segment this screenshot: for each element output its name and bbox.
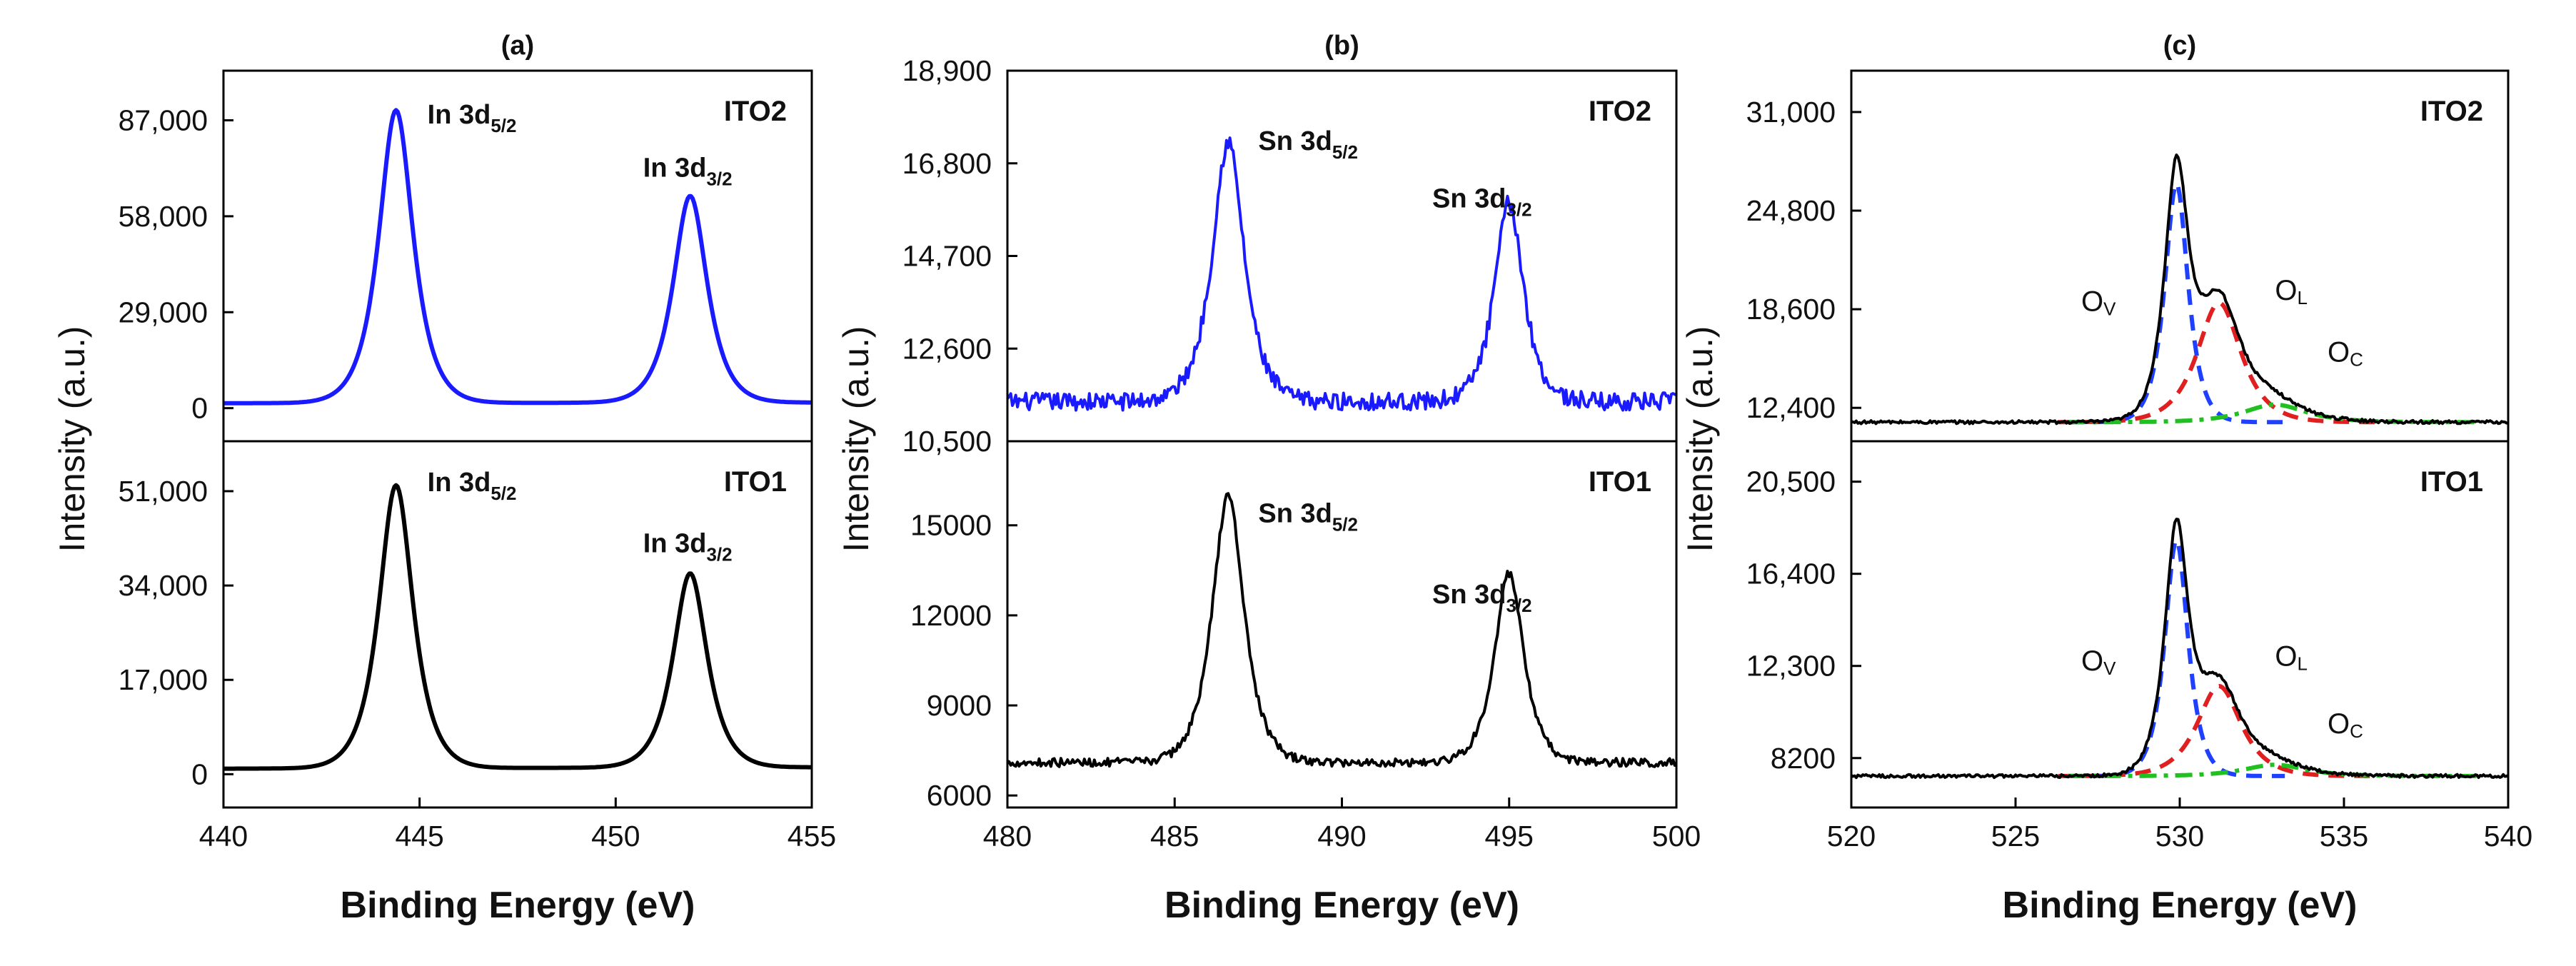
series-line-ito1 xyxy=(1007,492,1678,768)
y-tick-label: 58,000 xyxy=(119,200,208,233)
panel-letter: (a) xyxy=(501,31,534,61)
plot-frame xyxy=(222,69,813,809)
series-line-ito1 xyxy=(1850,518,2509,780)
y-tick-label: 12000 xyxy=(910,599,992,632)
peak-annotation: OC xyxy=(2328,708,2363,742)
sample-label: ITO1 xyxy=(2420,466,2483,498)
y-tick-label: 12,600 xyxy=(902,332,992,365)
peak-annotation: OL xyxy=(2275,275,2308,308)
subplot-ito1: 8200 12,300 16,400 20,500 ITO1 OV OL OC xyxy=(1746,466,2509,780)
y-tick-label: 51,000 xyxy=(119,475,208,508)
x-tick-label: 440 xyxy=(199,820,248,852)
x-axis-label: Binding Energy (eV) xyxy=(341,885,695,926)
y-tick-label: 20,500 xyxy=(1746,466,1836,498)
x-tick-label: 455 xyxy=(788,820,836,852)
y-tick-label: 16,800 xyxy=(902,147,992,180)
x-tick-label: 450 xyxy=(591,820,640,852)
y-tick-label: 17,000 xyxy=(119,663,208,696)
plot-frame xyxy=(1850,69,2510,809)
peak-annotation: In 3d3/2 xyxy=(643,153,733,189)
peak-annotation: OC xyxy=(2328,337,2363,371)
y-tick-label: 6000 xyxy=(927,779,992,812)
panel-c: (c) Binding Energy (eV) Intensity (a.u.) 52… xyxy=(1680,31,2532,926)
sample-label: ITO2 xyxy=(724,96,787,127)
y-tick-label: 18,900 xyxy=(902,54,992,87)
sample-label: ITO1 xyxy=(724,466,787,498)
y-tick-label: 0 xyxy=(191,392,208,425)
series-line-ito2 xyxy=(1006,136,1677,412)
y-tick-label: 34,000 xyxy=(119,569,208,602)
x-tick-label: 540 xyxy=(2484,820,2532,852)
x-tick-label: 500 xyxy=(1652,820,1701,852)
subplot-ito2: 0 29,000 58,000 87,000 ITO2 In 3d5/2 In 3d3/2 xyxy=(119,96,812,425)
sample-label: ITO1 xyxy=(1589,466,1651,498)
y-tick-label: 12,300 xyxy=(1746,650,1836,683)
sample-label: ITO2 xyxy=(2420,96,2483,127)
peak-annotation: Sn 3d5/2 xyxy=(1258,126,1358,163)
y-tick-label: 87,000 xyxy=(119,104,208,137)
x-tick-label: 480 xyxy=(983,820,1032,852)
x-tick-label: 520 xyxy=(1827,820,1876,852)
y-tick-label: 24,800 xyxy=(1746,194,1836,227)
peak-annotation: Sn 3d3/2 xyxy=(1432,184,1532,221)
series-line-ito1 xyxy=(223,483,812,771)
y-tick-label: 9000 xyxy=(927,689,992,722)
x-tick-label: 535 xyxy=(2320,820,2368,852)
x-tick-label: 525 xyxy=(1991,820,2040,852)
y-axis-label: Intensity (a.u.) xyxy=(1680,326,1720,553)
series-line-ito2 xyxy=(223,108,812,406)
y-axis-label: Intensity (a.u.) xyxy=(836,326,876,553)
subplot-ito1: 6000 9000 12000 15000 ITO1 Sn 3d5/2 Sn 3d3/2 xyxy=(910,466,1678,812)
panel-letter: (c) xyxy=(2163,31,2196,61)
y-tick-label: 31,000 xyxy=(1746,96,1836,129)
panel-letter: (b) xyxy=(1324,31,1359,61)
peak-annotation: Sn 3d5/2 xyxy=(1258,499,1358,535)
x-axis-label: Binding Energy (eV) xyxy=(1164,885,1519,926)
panel-a: (a) Binding Energy (eV) Intensity (a.u.) 44… xyxy=(52,31,836,926)
sample-label: ITO2 xyxy=(1589,96,1651,127)
y-tick-label: 18,600 xyxy=(1746,293,1836,326)
peak-annotation: In 3d5/2 xyxy=(428,100,517,136)
x-axis-label: Binding Energy (eV) xyxy=(2003,885,2358,926)
x-tick-label: 445 xyxy=(395,820,443,852)
subplot-ito1: 0 17,000 34,000 51,000 ITO1 In 3d5/2 In 3d3/2 xyxy=(119,466,812,790)
x-tick-label: 490 xyxy=(1317,820,1366,852)
panel-b: (b) Binding Energy (eV) Intensity (a.u.) 48… xyxy=(836,31,1701,926)
y-tick-label: 15000 xyxy=(910,509,992,542)
y-tick-label: 14,700 xyxy=(902,240,992,273)
peak-annotation: In 3d5/2 xyxy=(428,468,517,504)
y-tick-label: 0 xyxy=(191,758,208,790)
peak-annotation: In 3d3/2 xyxy=(643,528,733,565)
y-tick-label: 16,400 xyxy=(1746,558,1836,590)
y-tick-label: 8200 xyxy=(1771,742,1836,775)
peak-annotation: OV xyxy=(2081,286,2116,319)
x-tick-label: 485 xyxy=(1150,820,1199,852)
y-axis-label: Intensity (a.u.) xyxy=(52,326,92,553)
peak-annotation: OV xyxy=(2081,645,2116,679)
subplot-ito2: 12,400 18,600 24,800 31,000 ITO2 OV OL OC xyxy=(1746,96,2509,426)
peak-annotation: OL xyxy=(2275,641,2308,675)
subplot-ito2: 10,500 12,600 14,700 16,800 18,900 ITO2 Sn 3d5… xyxy=(902,54,1677,458)
y-tick-label: 12,400 xyxy=(1746,391,1836,424)
plot-frame xyxy=(1006,69,1678,809)
y-tick-label: 29,000 xyxy=(119,296,208,328)
y-tick-label: 10,500 xyxy=(902,425,992,458)
series-line-ito2 xyxy=(1851,154,2509,426)
x-tick-label: 530 xyxy=(2155,820,2204,852)
peak-annotation: Sn 3d3/2 xyxy=(1432,580,1532,616)
x-tick-label: 495 xyxy=(1485,820,1534,852)
